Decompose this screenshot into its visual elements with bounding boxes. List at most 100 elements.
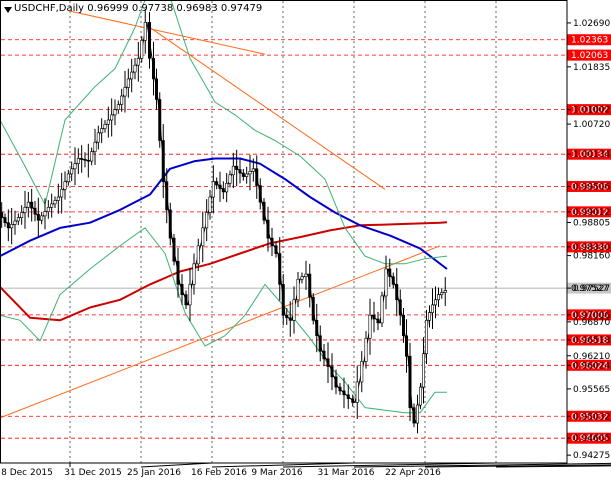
level-label: 1.00134 [571,150,608,160]
level-label: 0.99506 [571,182,608,192]
level-label-bg [567,206,611,218]
indicator-lines [0,0,448,434]
candle-body [168,209,172,239]
candle-body [43,211,47,217]
level-label-bg [567,49,611,61]
level-label: 0.95032 [571,412,608,422]
chart-title: USDCHF,Daily 0.96999 0.97738 0.96983 0.9… [4,3,262,14]
level-label: 0.98330 [571,243,608,253]
candle-body [93,141,97,152]
candle-body [412,407,416,424]
y-tick-label: 0.98330 [573,243,610,253]
candle-body [103,123,107,129]
candle-body [161,140,165,182]
candle-body [148,22,152,59]
candle-body [443,290,447,293]
candle-body [60,189,64,198]
candle-body [311,296,315,321]
level-label-bg [567,410,611,422]
candle-body [304,273,308,277]
candle-body [288,317,292,321]
candle-body [245,173,249,177]
current-price-label: 0.97527 [571,284,608,294]
candle-body [355,381,359,403]
candle-body [63,181,67,190]
level-label-bg [567,34,611,46]
candle-body [262,201,266,221]
candle-body [6,222,10,229]
candle-body [53,200,57,205]
candle-body [10,224,14,229]
candle-body [126,78,130,88]
candle-body [395,284,399,301]
level-label-bg [567,148,611,160]
candle-body [228,174,232,184]
candle-body [427,312,431,321]
candle-body [292,299,296,321]
candle-body [136,58,140,66]
candle-body [342,390,346,396]
candle-body [334,376,338,388]
y-tick-label: 0.96210 [573,352,610,362]
y-tick-label: 0.94275 [573,451,610,461]
candle-body [346,394,350,399]
candle-body [278,253,282,285]
y-tick-label: 0.94605 [573,434,610,444]
y-tick-label: 1.01002 [573,106,610,116]
candle-body [338,386,342,392]
ma-fast-line [0,157,448,270]
candle-body [326,358,330,367]
candle-body [235,165,239,170]
candle-body [130,71,134,80]
y-tick-label: 0.96518 [573,336,610,346]
candle-body [221,188,225,193]
candle-body [372,314,376,320]
y-tick-label: 1.02690 [573,19,610,29]
level-label: 0.99012 [571,208,608,218]
candle-body [308,273,312,298]
candle-body [172,237,176,262]
y-tick-label: 1.00720 [573,120,610,130]
candle-body [90,151,94,162]
candle-body [296,278,300,301]
candle-body [421,353,425,388]
y-tick-label: 0.95565 [573,385,610,395]
level-label: 0.97006 [571,311,608,321]
candle-body [192,263,196,285]
candle-body [401,314,405,337]
candle-body [73,163,77,170]
candle-body [201,227,205,247]
candle-body [225,183,229,193]
candle-body [430,304,434,313]
y-tick-label: 0.97527 [573,284,610,294]
level-label-bg [567,359,611,371]
candle-body [208,196,212,213]
y-tick-label: 0.99506 [573,182,610,192]
candle-body [152,58,156,80]
candle-body [241,172,245,177]
candle-body [255,168,259,186]
candle-body [380,295,384,324]
candle-body [70,168,74,175]
candle-body [116,104,120,111]
y-tick-label: 0.98160 [573,252,610,262]
x-tick-mark [282,462,497,468]
candle-body [188,284,192,306]
candle-body [248,171,252,175]
level-label-bg [567,180,611,192]
candle-body [133,64,137,73]
x-tick-label: 25 Jan 2016 [127,468,181,478]
candle-body [408,355,412,408]
candle-body [211,181,215,198]
candle-body [196,245,200,265]
bollinger-lower-line [0,227,447,414]
candle-body [238,169,242,174]
x-tick-label: 31 Mar 2016 [317,468,374,478]
y-tick-label: 0.99012 [573,208,610,218]
level-label: 1.02363 [571,36,608,46]
candle-body [322,350,326,360]
horizontal-levels: 1.02363 1.02063 1.01002 1.00134 0.99506 0.990… [1,34,611,444]
candle-body [110,114,114,121]
candle-body [46,207,50,212]
